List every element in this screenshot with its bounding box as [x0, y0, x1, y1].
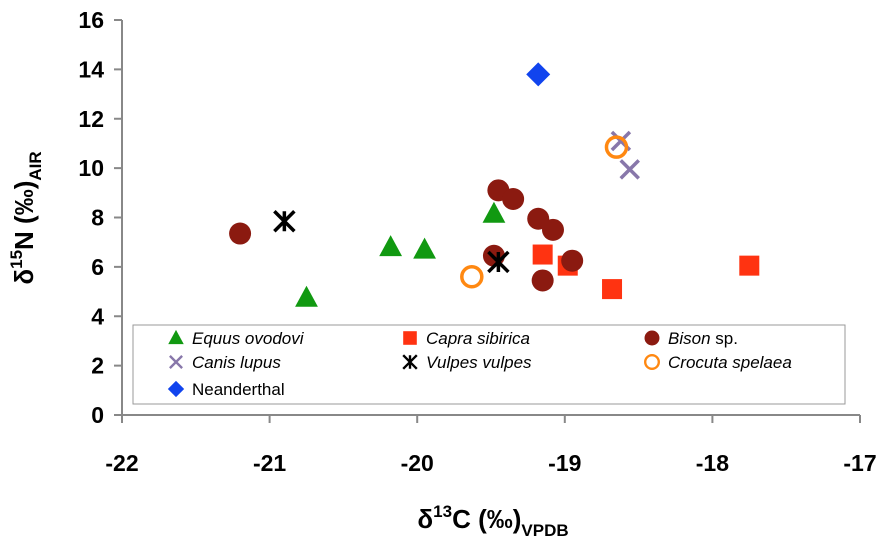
- data-point: [502, 187, 525, 210]
- data-point: [379, 235, 403, 257]
- y-tick-label: 8: [91, 205, 104, 231]
- legend-label-name: Vulpes vulpes: [426, 353, 532, 372]
- legend-label: Neanderthal: [192, 380, 285, 399]
- data-point: [487, 250, 510, 274]
- y-tick-label: 2: [91, 353, 104, 379]
- legend-label: Crocuta spelaea: [668, 353, 792, 372]
- legend-label-name: Neanderthal: [192, 380, 285, 399]
- legend-label: Capra sibirica: [426, 329, 530, 348]
- x-axis-title: δ13C (‰)VPDB: [417, 502, 568, 536]
- x-tick-label: -21: [253, 450, 286, 476]
- legend-box: [132, 324, 846, 405]
- x-axis-title-sup: 13: [433, 502, 452, 521]
- legend-marker: [168, 329, 184, 345]
- legend-label-name: Equus ovodovi: [192, 329, 305, 348]
- y-tick-label: 12: [78, 106, 104, 132]
- x-tick-label: -18: [696, 450, 729, 476]
- legend-label: Vulpes vulpes: [426, 353, 532, 372]
- data-point: [604, 135, 629, 159]
- x-axis-title-main: C (‰): [452, 504, 521, 534]
- data-point: [541, 218, 564, 241]
- data-point: [273, 209, 296, 233]
- legend-marker: [644, 354, 660, 370]
- data-point: [532, 244, 553, 265]
- legend-marker: [167, 380, 185, 398]
- legend: Equus ovodovi Capra sibirica Bison sp. Cani…: [132, 324, 846, 405]
- legend-marker: [403, 331, 417, 345]
- x-tick-label: -19: [548, 450, 581, 476]
- y-tick-label: 10: [78, 155, 104, 181]
- legend-label-name: Capra sibirica: [426, 329, 530, 348]
- legend-label: Canis lupus: [192, 353, 281, 372]
- data-point: [602, 279, 623, 300]
- data-point: [531, 269, 554, 292]
- legend-marker: [644, 330, 660, 346]
- data-point: [482, 201, 506, 223]
- y-tick-label: 4: [91, 303, 104, 329]
- legend-marker: [169, 355, 183, 369]
- y-axis-title: δ15N (‰)AIR: [7, 151, 45, 284]
- x-tick-label: -22: [105, 450, 138, 476]
- y-tick-label: 16: [78, 7, 104, 33]
- data-point: [561, 249, 584, 272]
- y-tick-label: 6: [91, 254, 104, 280]
- y-ticks: 0 2 4 6 8 10 12 14 16: [78, 7, 122, 428]
- data-point: [229, 222, 252, 245]
- y-axis-title-sub: AIR: [26, 151, 45, 180]
- data-point: [526, 62, 551, 87]
- legend-label-name: Canis lupus: [192, 353, 281, 372]
- x-axis-title-sub: VPDB: [521, 521, 568, 536]
- legend-marker: [402, 354, 418, 370]
- data-point: [619, 159, 640, 180]
- x-tick-label: -17: [843, 450, 876, 476]
- y-axis-title-main: N (‰): [9, 181, 39, 250]
- data-point: [295, 285, 318, 307]
- x-ticks: -22 -21 -20 -19 -18 -17: [105, 415, 877, 476]
- y-axis-title-sup: 15: [7, 250, 26, 269]
- legend-label: Equus ovodovi: [192, 329, 305, 348]
- y-axis-title-prefix: δ: [9, 269, 39, 285]
- legend-label-name: Bison: [668, 329, 711, 348]
- x-axis-title-prefix: δ: [417, 504, 433, 534]
- data-point: [460, 265, 484, 289]
- data-points: [229, 62, 760, 307]
- data-point: [413, 237, 436, 259]
- legend-label: Bison sp.: [668, 329, 738, 348]
- y-tick-label: 0: [91, 402, 104, 428]
- data-point: [739, 255, 760, 276]
- y-tick-label: 14: [78, 56, 104, 82]
- x-tick-label: -20: [401, 450, 434, 476]
- legend-label-suffix: sp.: [711, 329, 738, 348]
- legend-label-name: Crocuta spelaea: [668, 353, 792, 372]
